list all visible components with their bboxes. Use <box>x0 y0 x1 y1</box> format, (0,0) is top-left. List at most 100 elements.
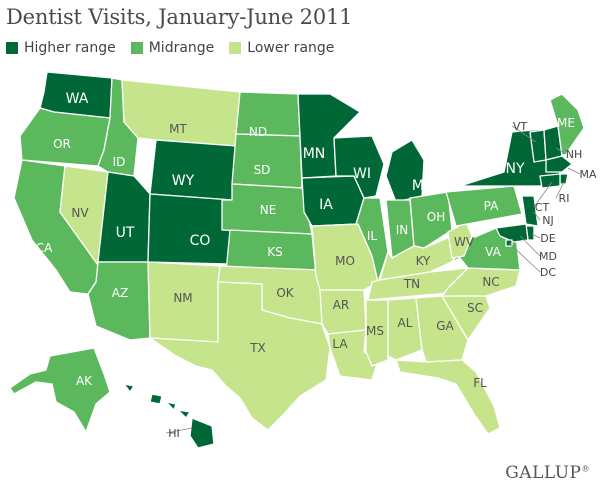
state-ar <box>319 289 367 335</box>
state-label-la: LA <box>332 337 348 351</box>
brand-mark: ® <box>581 464 590 474</box>
leader-vt <box>511 125 537 143</box>
state-wi <box>333 135 385 199</box>
leader-ri <box>555 181 565 199</box>
legend-item-lower: Lower range <box>229 40 334 56</box>
state-label-mn: MN <box>303 146 326 162</box>
legend-label-lower: Lower range <box>247 40 335 56</box>
state-va <box>451 227 521 271</box>
state-label-nv: NV <box>71 206 89 220</box>
state-label-hi: HI <box>168 427 180 440</box>
state-label-ri: RI <box>559 192 570 205</box>
state-sd <box>231 133 303 189</box>
state-label-wa: WA <box>66 91 89 107</box>
legend-swatch-mid <box>130 42 143 54</box>
state-label-id: ID <box>113 155 126 169</box>
state-label-ut: UT <box>116 225 135 241</box>
state-ct <box>539 173 561 189</box>
state-label-pa: PA <box>484 199 499 213</box>
state-label-ma: MA <box>579 168 596 181</box>
state-label-il: IL <box>367 229 378 243</box>
leader-dc <box>508 242 541 273</box>
state-label-dc: DC <box>540 266 556 279</box>
brand-text: GALLUP <box>505 463 582 483</box>
state-label-wv: WV <box>454 235 475 249</box>
state-label-ky: KY <box>416 254 431 268</box>
state-label-ne: NE <box>260 203 277 217</box>
leader-ma <box>567 167 581 175</box>
legend-item-higher: Higher range <box>6 40 116 56</box>
leader-de <box>531 233 541 239</box>
state-label-tn: TN <box>403 277 420 291</box>
state-label-mo: MO <box>335 254 355 268</box>
state-label-wy: WY <box>172 173 195 189</box>
state-ak <box>9 347 111 433</box>
state-hi-island-1 <box>123 383 135 393</box>
state-label-mt: MT <box>169 122 187 136</box>
state-al <box>387 297 423 361</box>
leader-lines <box>165 125 581 434</box>
state-tx <box>149 281 331 431</box>
state-label-ms: MS <box>366 324 384 338</box>
leader-nh <box>555 147 567 155</box>
legend-swatch-higher <box>6 42 18 54</box>
leader-nj <box>533 211 541 221</box>
state-il <box>355 197 389 283</box>
state-label-nj: NJ <box>542 214 553 227</box>
state-labels: WA OR CA NV ID MT WY UT CO AZ NM ND SD NE KS OK TX MN IA MO… <box>36 91 597 440</box>
state-label-nm: NM <box>173 291 192 305</box>
gallup-logo: GALLUP® <box>505 463 590 483</box>
state-label-ia: IA <box>319 197 333 213</box>
state-label-tx: TX <box>249 341 266 355</box>
state-wy <box>149 139 237 201</box>
state-label-de: DE <box>540 232 555 245</box>
legend: Higher range Midrange Lower range <box>6 40 349 56</box>
state-nj <box>521 195 539 227</box>
state-label-nd: ND <box>249 125 267 139</box>
state-label-ok: OK <box>276 286 294 300</box>
state-label-fl: FL <box>473 376 487 390</box>
state-label-sc: SC <box>467 301 483 315</box>
state-oh <box>409 191 453 249</box>
state-az <box>87 261 151 341</box>
state-label-wi: WI <box>353 166 371 182</box>
state-label-me: ME <box>557 116 575 130</box>
leader-md <box>519 235 541 257</box>
state-hi-island-3 <box>165 401 177 411</box>
state-fl <box>395 359 501 435</box>
state-label-co: CO <box>190 233 211 249</box>
state-label-va: VA <box>485 245 501 259</box>
state-label-or: OR <box>53 137 71 151</box>
legend-swatch-lower <box>229 42 242 54</box>
state-label-oh: OH <box>427 210 445 224</box>
map-title: Dentist Visits, January-June 2011 <box>6 5 353 29</box>
state-label-ca: CA <box>36 241 53 255</box>
state-label-ct: CT <box>535 201 550 214</box>
state-label-in: IN <box>396 223 409 237</box>
state-label-al: AL <box>398 316 413 330</box>
state-label-ny: NY <box>505 161 524 177</box>
state-md <box>495 223 529 243</box>
state-hi-island-4 <box>177 409 191 419</box>
state-hi-island-2 <box>149 393 163 405</box>
state-pa <box>445 185 523 227</box>
state-co <box>147 193 233 265</box>
legend-label-mid: Midrange <box>148 40 215 56</box>
state-label-az: AZ <box>112 286 128 300</box>
state-label-sd: SD <box>254 163 271 177</box>
state-ma <box>545 155 573 173</box>
leader-ct <box>533 181 553 208</box>
state-label-nc: NC <box>482 275 499 289</box>
state-hi <box>189 417 215 449</box>
state-label-vt: VT <box>513 120 528 133</box>
state-label-nh: NH <box>566 148 583 161</box>
state-label-ak: AK <box>76 374 93 388</box>
legend-item-mid: Midrange <box>130 40 215 56</box>
legend-label-higher: Higher range <box>24 40 116 56</box>
state-me <box>549 93 585 157</box>
state-label-ks: KS <box>267 245 283 259</box>
state-nd <box>235 91 301 137</box>
state-label-md: MD <box>539 250 557 263</box>
state-ia <box>301 175 365 227</box>
